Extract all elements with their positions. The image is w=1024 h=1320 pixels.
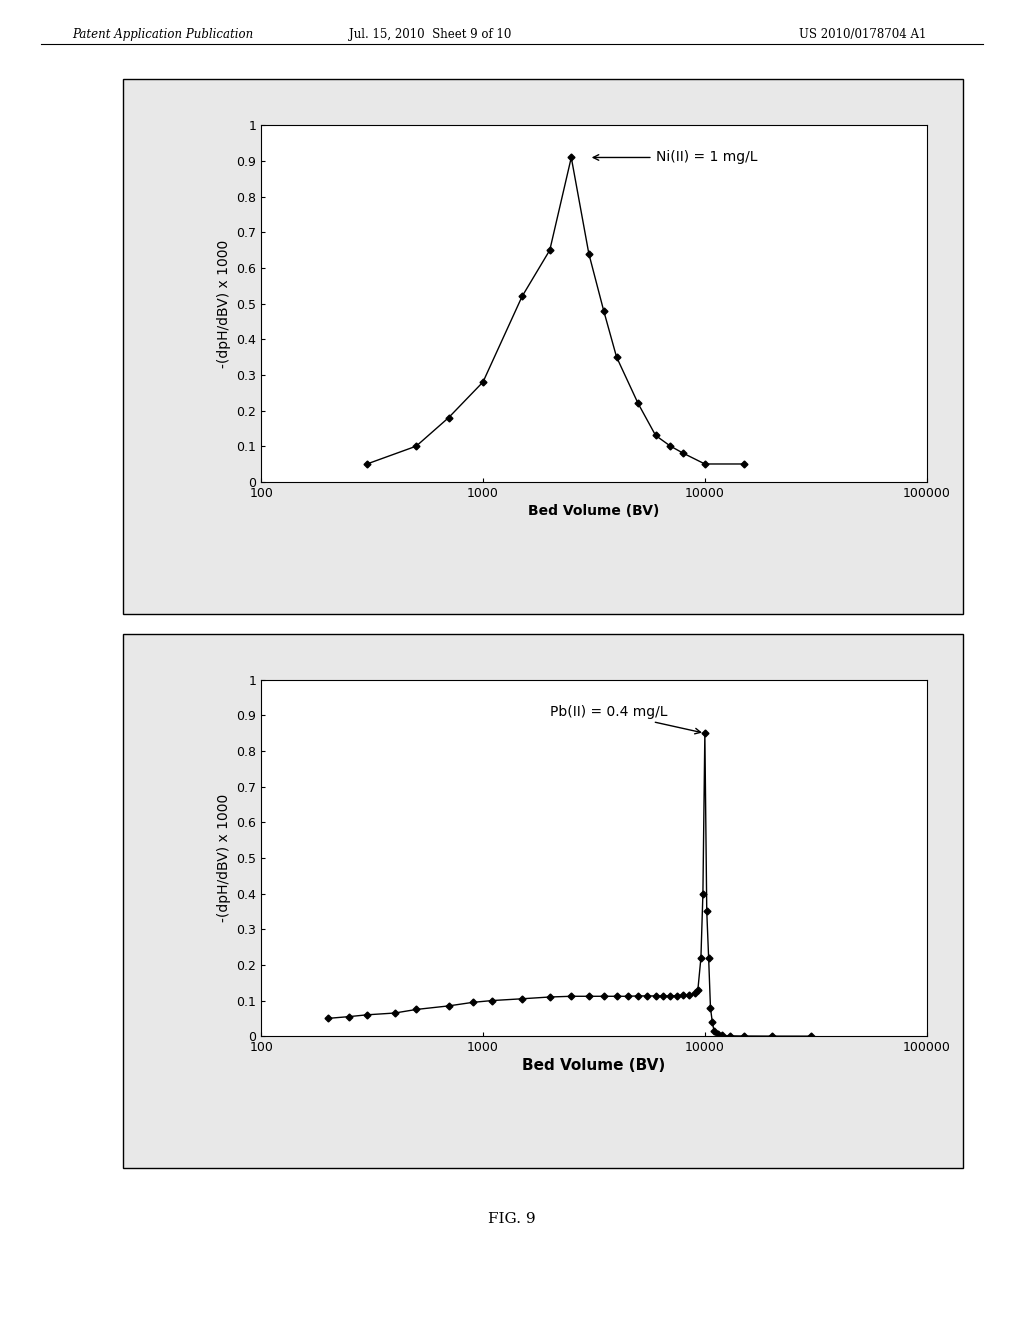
Text: Jul. 15, 2010  Sheet 9 of 10: Jul. 15, 2010 Sheet 9 of 10 — [349, 28, 511, 41]
Text: FIG. 9: FIG. 9 — [488, 1212, 536, 1226]
Y-axis label: -(dpH/dBV) x 1000: -(dpH/dBV) x 1000 — [217, 793, 230, 923]
X-axis label: Bed Volume (BV): Bed Volume (BV) — [522, 1059, 666, 1073]
Text: Pb(II) = 0.4 mg/L: Pb(II) = 0.4 mg/L — [550, 705, 700, 734]
Text: Patent Application Publication: Patent Application Publication — [72, 28, 253, 41]
Text: Ni(II) = 1 mg/L: Ni(II) = 1 mg/L — [593, 150, 757, 165]
Text: US 2010/0178704 A1: US 2010/0178704 A1 — [799, 28, 926, 41]
X-axis label: Bed Volume (BV): Bed Volume (BV) — [528, 504, 659, 517]
Y-axis label: -(dpH/dBV) x 1000: -(dpH/dBV) x 1000 — [217, 239, 230, 368]
